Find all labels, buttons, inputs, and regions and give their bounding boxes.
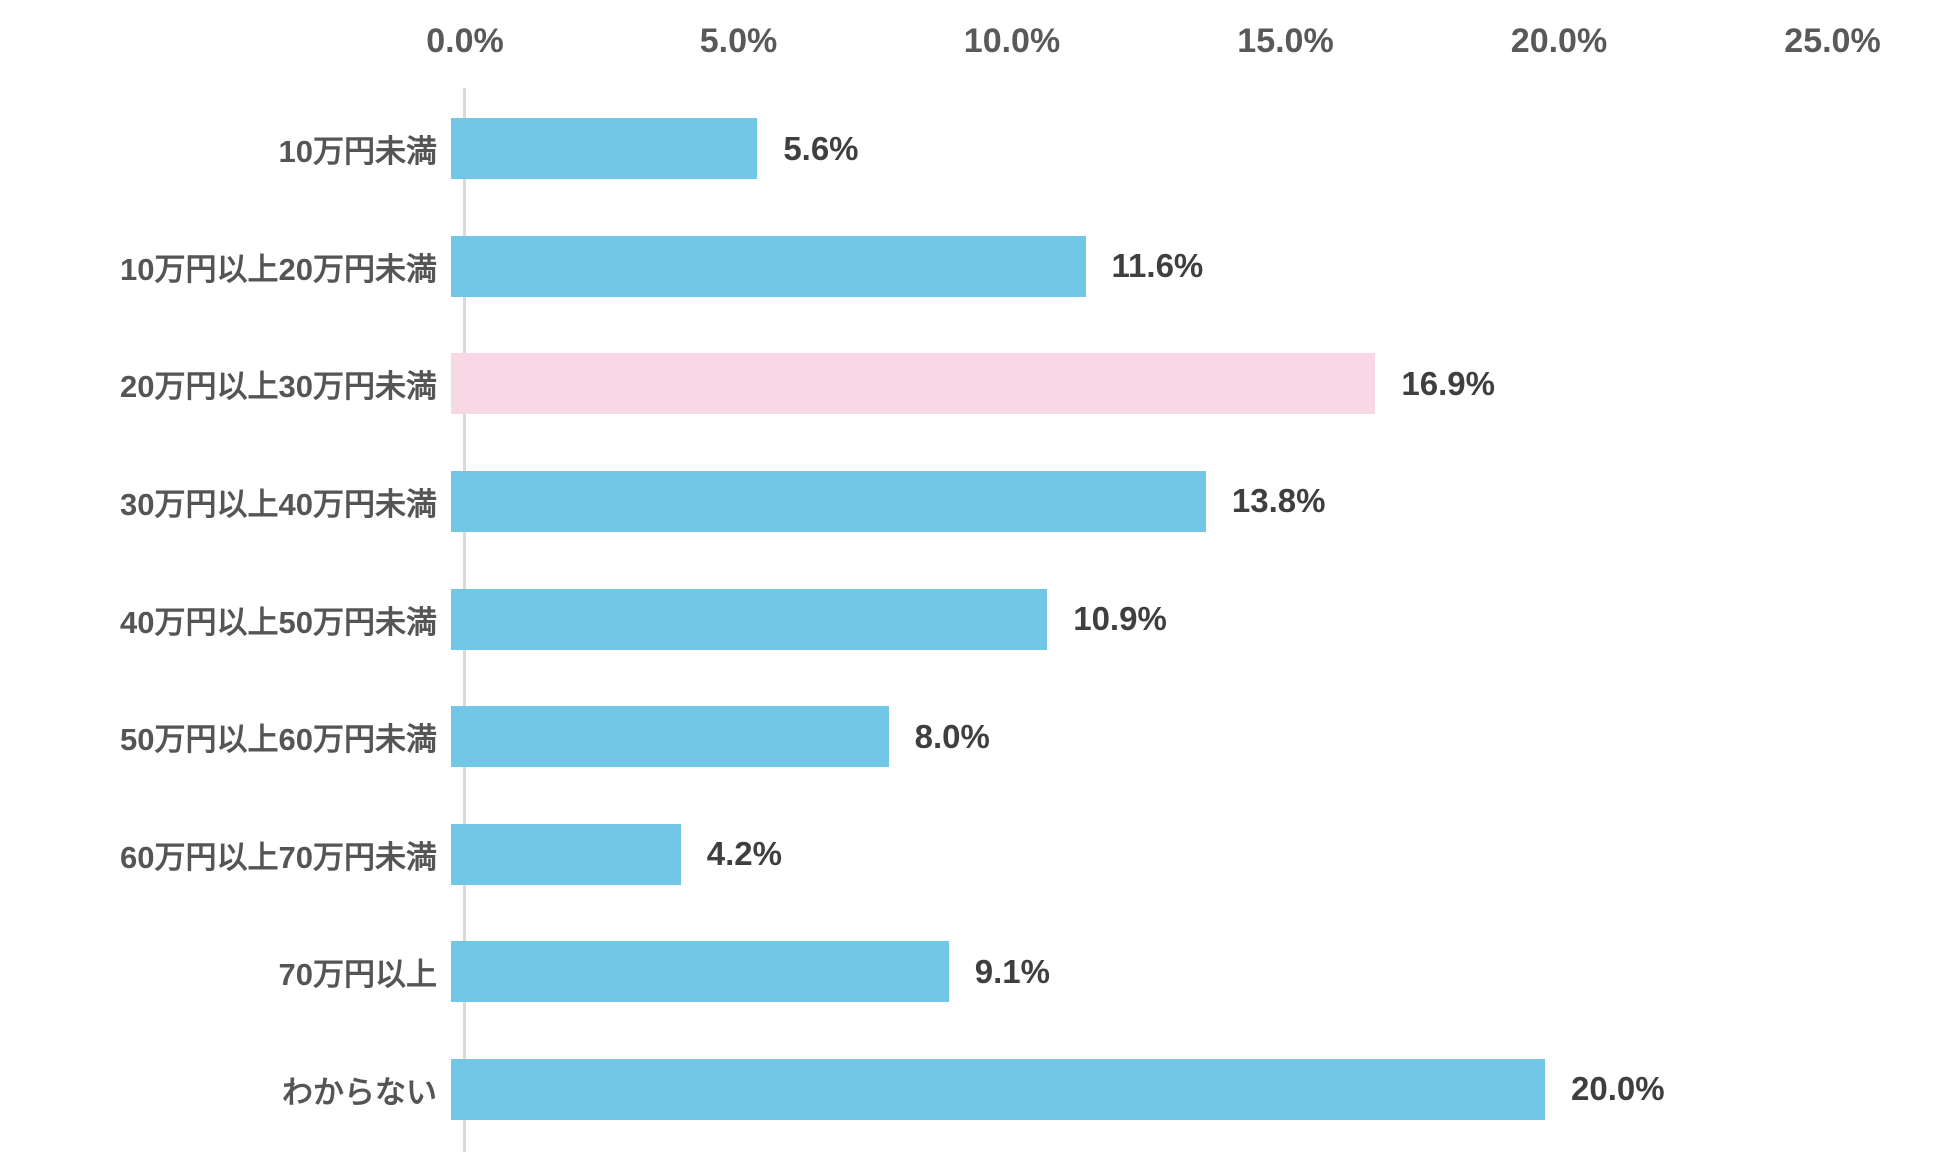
value-label: 4.2% xyxy=(706,835,782,873)
chart-rows: 10万円未満 5.6% 10万円以上20万円未満 11.6% 20万円以上30万円未満 1… xyxy=(0,90,1949,1148)
bar-track: 16.9% xyxy=(451,325,1949,443)
bar xyxy=(451,470,1206,532)
bar xyxy=(451,118,758,180)
category-label: 10万円未満 xyxy=(278,134,437,170)
category-label: 20万円以上30万円未満 xyxy=(120,369,437,405)
value-label: 9.1% xyxy=(974,952,1050,990)
bar-row: 50万円以上60万円未満 8.0% xyxy=(0,678,1949,796)
bar-track: 9.1% xyxy=(451,913,1949,1031)
bar xyxy=(451,1058,1545,1120)
category-label: わからない xyxy=(282,1074,437,1110)
bar-row: わからない 20.0% xyxy=(0,1031,1949,1149)
category-label: 40万円以上50万円未満 xyxy=(120,604,437,640)
bar-row: 10万円未満 5.6% xyxy=(0,90,1949,208)
value-label: 8.0% xyxy=(914,717,990,755)
category-label: 60万円以上70万円未満 xyxy=(120,839,437,875)
bar-row: 70万円以上 9.1% xyxy=(0,913,1949,1031)
bar-track: 20.0% xyxy=(451,1031,1949,1149)
bar-track: 8.0% xyxy=(451,678,1949,796)
bar-track: 13.8% xyxy=(451,443,1949,561)
bar-highlighted xyxy=(451,353,1376,415)
x-axis-tick-label: 10.0% xyxy=(963,22,1061,60)
bar xyxy=(451,823,681,885)
bar xyxy=(451,706,889,768)
bar xyxy=(451,941,949,1003)
value-label: 16.9% xyxy=(1401,364,1495,402)
x-axis-tick-label: 0.0% xyxy=(426,22,504,60)
bar-row: 20万円以上30万円未満 16.9% xyxy=(0,325,1949,443)
bar-row: 10万円以上20万円未満 11.6% xyxy=(0,208,1949,326)
bar-row: 30万円以上40万円未満 13.8% xyxy=(0,443,1949,561)
bar-track: 4.2% xyxy=(451,795,1949,913)
x-axis-tick-label: 25.0% xyxy=(1784,22,1881,60)
value-label: 10.9% xyxy=(1073,600,1167,638)
value-label: 13.8% xyxy=(1231,482,1326,520)
bar-track: 11.6% xyxy=(451,208,1949,326)
x-axis-tick-label: 20.0% xyxy=(1510,22,1608,60)
category-label: 10万円以上20万円未満 xyxy=(120,251,437,287)
bar-row: 40万円以上50万円未満 10.9% xyxy=(0,560,1949,678)
value-label: 11.6% xyxy=(1111,247,1204,285)
bar xyxy=(451,588,1048,650)
value-label: 5.6% xyxy=(783,129,859,167)
bar-track: 10.9% xyxy=(451,560,1949,678)
category-label: 50万円以上60万円未満 xyxy=(120,722,437,758)
value-label: 20.0% xyxy=(1571,1070,1665,1108)
category-label: 70万円以上 xyxy=(278,957,437,993)
x-axis-tick-label: 5.0% xyxy=(699,22,778,60)
category-label: 30万円以上40万円未満 xyxy=(120,486,437,522)
bar-track: 5.6% xyxy=(451,90,1949,208)
bar xyxy=(451,235,1086,297)
bar-row: 60万円以上70万円未満 4.2% xyxy=(0,795,1949,913)
x-axis-tick-label: 15.0% xyxy=(1237,22,1334,60)
x-axis-tick-labels: 0.0% 5.0% 10.0% 15.0% 20.0% 25.0% xyxy=(0,0,1949,70)
